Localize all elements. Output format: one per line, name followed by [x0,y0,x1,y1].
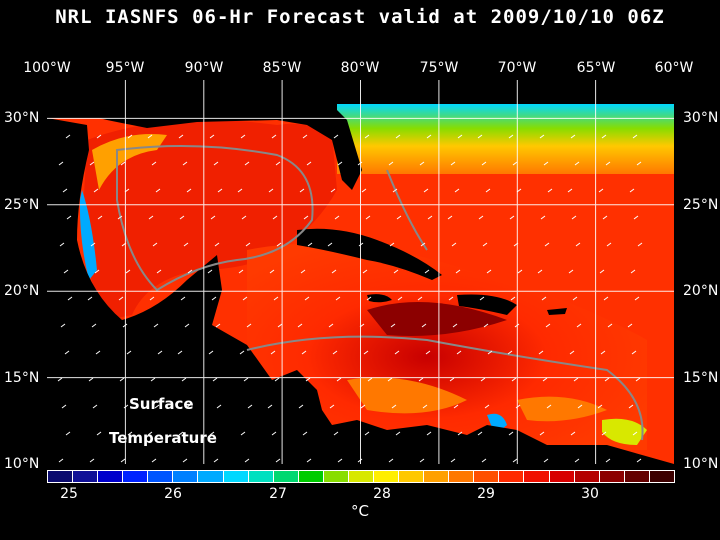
forecast-title: NRL IASNFS 06-Hr Forecast valid at 2009/… [55,6,665,28]
lon-label: 90°W [184,60,224,76]
colorbar-swatch [548,470,575,483]
lon-label: 95°W [105,60,145,76]
lon-label: 75°W [419,60,459,76]
colorbar-tick: 29 [477,486,495,502]
lon-label: 65°W [576,60,616,76]
colorbar-unit: °C [351,502,369,520]
colorbar-swatch [147,470,174,483]
colorbar-tick: 26 [164,486,182,502]
colorbar-swatch [398,470,425,483]
lon-label: 60°W [654,60,694,76]
colorbar-swatch [473,470,500,483]
colorbar-swatch [122,470,149,483]
lon-label: 70°W [497,60,537,76]
lat-label: 10°N [4,456,40,472]
colorbar-swatch [648,470,675,483]
colorbar-swatch [72,470,99,483]
jamaica [367,294,392,303]
sst-map-graphic [47,80,674,464]
colorbar-swatch [523,470,550,483]
colorbar-tick: 25 [60,486,78,502]
colorbar-swatch [623,470,650,483]
lat-label: 20°N [4,283,40,299]
lon-label: 100°W [23,60,71,76]
colorbar-swatch [598,470,625,483]
gulf-of-mexico [82,120,337,320]
map-label-surface: Surface [129,395,194,413]
colorbar-swatch [373,470,400,483]
lat-label: 30°N [4,110,40,126]
colorbar-swatch [222,470,249,483]
temperature-colorbar [47,470,675,483]
colorbar-swatch [498,470,525,483]
colorbar-swatch [347,470,375,483]
lat-label: 25°N [683,197,719,213]
colorbar-swatch [297,470,324,483]
cuba [297,228,442,280]
hispaniola [457,294,517,315]
puerto-rico [547,308,567,315]
map-label-temperature: Temperature [109,429,217,447]
north-america-land [87,80,362,190]
colorbar-swatch [448,470,475,483]
colorbar-swatch [423,470,450,483]
colorbar-swatch [322,470,349,483]
colorbar-swatch [272,470,299,483]
colorbar-tick: 27 [269,486,287,502]
lat-label: 25°N [4,197,40,213]
lat-label: 15°N [4,370,40,386]
colorbar-swatch [172,470,199,483]
colorbar-swatch [247,470,274,483]
colorbar-swatch [47,470,74,483]
colorbar-swatch [197,470,224,483]
lat-label: 20°N [683,283,719,299]
lon-label: 80°W [340,60,380,76]
lat-label: 30°N [683,110,719,126]
colorbar-swatch [97,470,124,483]
sst-map: Surface Temperature [47,80,674,464]
colorbar-tick: 30 [581,486,599,502]
lat-label: 15°N [683,370,719,386]
lat-label: 10°N [683,456,719,472]
colorbar-swatch [573,470,600,483]
atlantic-cool-band [337,104,674,174]
colorbar-tick: 28 [373,486,391,502]
lon-label: 85°W [262,60,302,76]
